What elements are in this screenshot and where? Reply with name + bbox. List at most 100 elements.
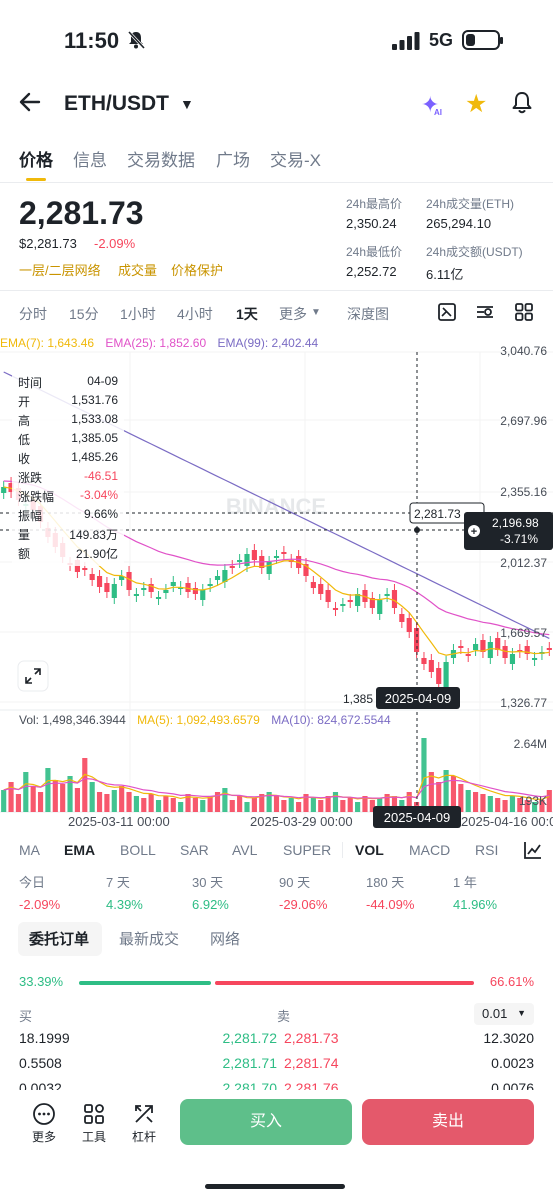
settings-sliders-icon[interactable] [475, 302, 495, 322]
volume-bar [318, 800, 324, 812]
tab-recent-trades[interactable]: 最新成交 [119, 931, 180, 948]
tab-trading-data[interactable]: 交易数据 [127, 151, 195, 170]
volume-bar [531, 802, 538, 812]
volume-bar [310, 798, 316, 812]
candle [421, 658, 427, 664]
volume-bar [89, 782, 95, 812]
ind-ema[interactable]: EMA [64, 842, 96, 858]
tab-network[interactable]: 网络 [210, 931, 241, 948]
price-change: -2.09% [94, 236, 136, 251]
price-protection-link[interactable]: 价格保护 [171, 263, 224, 278]
sell-button[interactable]: 卖出 [362, 1099, 534, 1145]
tf-1h[interactable]: 1小时 [120, 306, 156, 322]
candle [8, 483, 14, 492]
ind-macd[interactable]: MACD [409, 842, 451, 858]
bell-icon[interactable] [510, 90, 534, 116]
plus-circle-icon[interactable] [468, 525, 480, 537]
candle [126, 572, 132, 590]
tab-trade-x[interactable]: 交易-X [270, 151, 321, 170]
volume-bar [200, 800, 206, 812]
candle [399, 614, 405, 622]
ind-super[interactable]: SUPER [283, 842, 332, 858]
back-arrow-icon[interactable] [18, 90, 42, 121]
volume-max-label: 2.64M [513, 737, 547, 751]
volume-bar [30, 786, 36, 812]
volume-bar [347, 798, 353, 812]
grid-icon[interactable] [514, 302, 534, 322]
volume-bar [170, 798, 176, 812]
tf-depth[interactable]: 深度图 [347, 306, 389, 322]
volume-bar [509, 796, 516, 812]
candle [472, 644, 479, 650]
star-icon[interactable]: ★ [465, 90, 488, 118]
expand-icon[interactable] [17, 660, 49, 692]
chart-adjust-icon[interactable] [437, 302, 457, 322]
volume-bar [96, 792, 103, 812]
tab-order-book[interactable]: 委托订单 [29, 931, 90, 948]
tf-1d[interactable]: 1天 [236, 306, 258, 322]
stat-24h-vol-usdt: 24h成交额(USDT) 6.11亿 [426, 245, 523, 282]
candle [214, 576, 221, 580]
plus-icon: + [471, 526, 477, 538]
x-tick-label: 2025-04-16 00:00 [461, 814, 553, 829]
tab-square[interactable]: 广场 [216, 151, 250, 170]
tab-info[interactable]: 信息 [73, 151, 107, 170]
indicator-settings-icon[interactable] [523, 840, 543, 860]
crosshair-date-bottom: 2025-04-09 [384, 810, 451, 825]
tf-more[interactable]: 更多 [279, 306, 307, 322]
candle [347, 600, 353, 602]
tools-button[interactable]: 工具 [74, 1102, 114, 1145]
tf-4h[interactable]: 4小时 [177, 306, 213, 322]
more-button[interactable]: 更多 [24, 1102, 64, 1145]
layer-network-link[interactable]: 一层/二层网络 [19, 263, 101, 278]
battery-icon [462, 30, 503, 50]
y-tick-label: 2,697.96 [500, 414, 547, 428]
tf-15m[interactable]: 15分 [69, 306, 99, 322]
ind-sar[interactable]: SAR [180, 842, 209, 858]
volume-bar [524, 800, 530, 812]
candle [222, 570, 228, 582]
volume-bar [244, 802, 250, 812]
volume-bar [23, 772, 29, 812]
candle [185, 583, 191, 592]
ma10-line [3, 777, 550, 799]
volume-bar [296, 802, 302, 812]
orderbook-row[interactable]: 18.1999 2,281.72 2,281.73 12.3020 [0, 1030, 553, 1052]
chevron-down-icon[interactable]: ▼ [311, 307, 321, 318]
volume-bar [37, 792, 44, 812]
volume-bar [406, 792, 412, 812]
candle [310, 582, 316, 588]
volume-bar [384, 794, 390, 812]
volume-bar [362, 796, 368, 812]
tf-line[interactable]: 分时 [19, 306, 47, 322]
precision-select[interactable]: 0.01 ▼ [474, 1003, 534, 1025]
candle [495, 638, 501, 650]
ind-avl[interactable]: AVL [232, 842, 258, 858]
ind-rsi[interactable]: RSI [475, 842, 499, 858]
crosshair-date: 2025-04-09 [385, 691, 452, 706]
chevron-down-icon[interactable]: ▼ [180, 96, 194, 112]
ind-vol[interactable]: VOL [355, 842, 384, 858]
orderbook-row[interactable]: 0.5508 2,281.71 2,281.74 0.0023 [0, 1055, 553, 1077]
tab-highlight [18, 922, 102, 956]
volume-bar [82, 758, 88, 812]
info-row: 量 149.83万 [18, 528, 118, 542]
candle [251, 550, 257, 560]
candle [391, 590, 398, 608]
leverage-button[interactable]: 杠杆 [124, 1102, 164, 1145]
buy-button[interactable]: 买入 [180, 1099, 352, 1145]
volume-bar [450, 776, 457, 812]
ind-boll[interactable]: BOLL [120, 842, 156, 858]
ai-sparkle-icon[interactable]: ✦ [421, 92, 440, 117]
volume-bar [391, 796, 398, 812]
volume-bar [126, 792, 132, 812]
pair-title[interactable]: ETH/USDT [64, 92, 169, 115]
volume-bar [340, 800, 346, 812]
pair-header: ETH/USDT ▼ ✦ AI ★ [0, 86, 553, 126]
tab-price[interactable]: 价格 [19, 151, 53, 170]
y-tick-label: 1,669.57 [500, 626, 547, 640]
x-tick-label: 2025-03-11 00:00 [68, 814, 170, 829]
volume-link[interactable]: 成交量 [118, 263, 158, 278]
candle [273, 556, 280, 558]
ind-ma[interactable]: MA [19, 842, 40, 858]
